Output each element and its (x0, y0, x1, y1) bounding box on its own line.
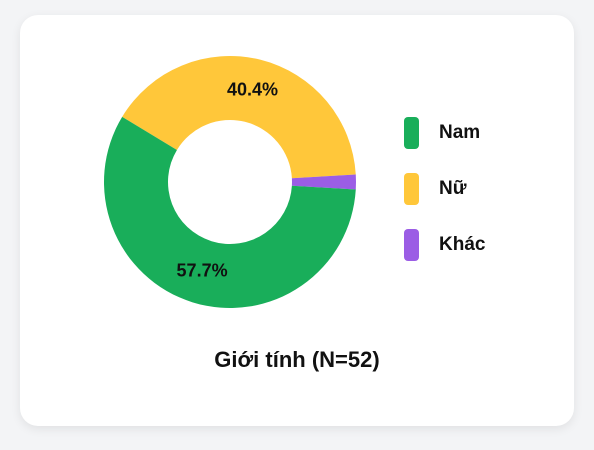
chart-card: 40.4% 57.7% Nam Nữ Khác Giới tính (N=52) (20, 15, 574, 426)
slice-nam (104, 116, 356, 308)
chart-title: Giới tính (N=52) (214, 347, 380, 372)
legend-swatch-nam (404, 117, 419, 149)
legend-label-khac: Khác (439, 234, 486, 255)
donut-chart: 40.4% 57.7% (104, 55, 356, 308)
legend-label-nu: Nữ (439, 178, 467, 199)
slice-khac (291, 174, 356, 190)
label-nu: 40.4% (227, 79, 278, 99)
legend: Nam Nữ Khác (404, 117, 485, 285)
legend-item-nu: Nữ (404, 173, 485, 205)
legend-swatch-nu (404, 173, 419, 205)
legend-item-khac: Khác (404, 229, 485, 261)
slice-nu (122, 55, 356, 179)
label-nam: 57.7% (177, 261, 228, 281)
legend-item-nam: Nam (404, 117, 485, 149)
legend-label-nam: Nam (439, 122, 481, 143)
legend-swatch-khac (404, 229, 419, 261)
